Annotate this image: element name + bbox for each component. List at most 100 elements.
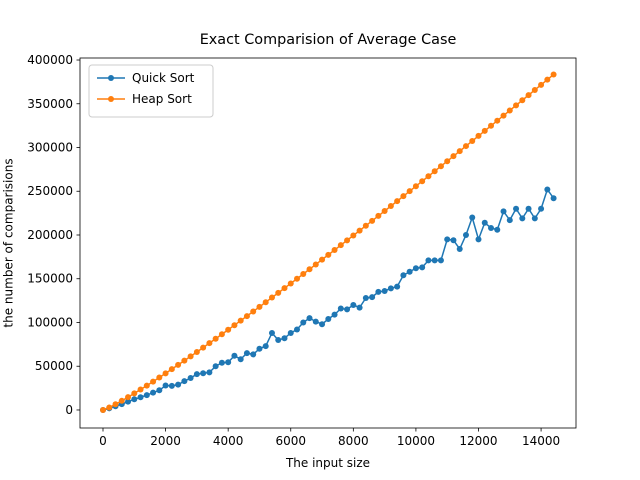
data-point: [137, 386, 144, 393]
data-point: [350, 232, 357, 239]
data-point: [437, 257, 444, 264]
data-point: [168, 366, 175, 373]
data-point: [162, 370, 169, 377]
data-point: [262, 299, 269, 306]
data-point: [500, 112, 507, 119]
data-point: [175, 361, 182, 368]
data-point: [287, 280, 294, 287]
data-point: [150, 378, 157, 385]
data-point: [469, 137, 476, 144]
data-point: [344, 306, 351, 313]
x-tick-label: 0: [99, 434, 107, 448]
data-point: [550, 71, 557, 78]
data-point: [193, 371, 200, 378]
data-point: [150, 389, 157, 396]
data-point: [531, 215, 538, 222]
data-point: [387, 203, 394, 210]
data-point: [513, 205, 520, 212]
data-point: [137, 394, 144, 401]
data-point: [500, 208, 507, 215]
data-point: [412, 183, 419, 190]
data-point: [550, 195, 557, 202]
x-tick-label: 4000: [213, 434, 244, 448]
data-point: [168, 382, 175, 389]
data-point: [300, 270, 307, 277]
x-tick-label: 12000: [459, 434, 497, 448]
data-point: [268, 329, 275, 336]
x-tick-label: 6000: [275, 434, 306, 448]
data-point: [538, 81, 545, 88]
series-line: [102, 73, 555, 411]
data-point: [250, 308, 257, 315]
data-point: [394, 283, 401, 290]
data-point: [356, 227, 363, 234]
data-point: [431, 168, 438, 175]
data-point: [481, 127, 488, 134]
data-point: [218, 359, 225, 366]
data-point: [381, 207, 388, 214]
data-point: [312, 318, 319, 325]
data-point: [218, 331, 225, 338]
data-point: [281, 285, 288, 292]
data-point: [206, 369, 213, 376]
data-point: [419, 264, 426, 271]
data-point: [494, 226, 501, 233]
y-axis-label: the number of comparisions: [2, 158, 16, 327]
data-point: [425, 173, 432, 180]
y-tick-label: 0: [65, 403, 73, 417]
data-point: [525, 92, 532, 99]
data-point: [225, 326, 232, 333]
data-point: [181, 357, 188, 364]
x-tick-label: 10000: [397, 434, 435, 448]
data-point: [99, 406, 106, 413]
data-point: [193, 348, 200, 355]
data-point: [312, 261, 319, 268]
data-point: [294, 326, 301, 333]
data-point: [212, 335, 219, 342]
data-point: [225, 359, 232, 366]
data-point: [231, 322, 238, 329]
data-point: [494, 117, 501, 124]
data-point: [181, 378, 188, 385]
data-point: [325, 251, 332, 258]
data-point: [200, 344, 207, 351]
data-point: [481, 219, 488, 226]
data-point: [187, 375, 194, 382]
data-point: [450, 237, 457, 244]
legend-marker: [108, 75, 114, 81]
data-point: [206, 340, 213, 347]
data-point: [375, 288, 382, 295]
data-point: [331, 247, 338, 254]
data-point: [356, 304, 363, 311]
data-point: [488, 122, 495, 129]
data-point: [394, 198, 401, 205]
data-point: [275, 289, 282, 296]
data-point: [131, 396, 138, 403]
data-point: [118, 397, 125, 404]
x-tick-label: 2000: [150, 434, 181, 448]
data-point: [519, 215, 526, 222]
data-point: [187, 353, 194, 360]
y-tick-label: 50000: [35, 359, 73, 373]
data-point: [156, 387, 163, 394]
legend-label: Heap Sort: [132, 92, 192, 106]
data-point: [369, 294, 376, 301]
data-point: [256, 345, 263, 352]
data-point: [237, 356, 244, 363]
data-point: [243, 313, 250, 320]
data-point: [300, 319, 307, 326]
data-point: [437, 163, 444, 170]
data-point: [462, 231, 469, 238]
data-point: [325, 315, 332, 322]
data-point: [112, 401, 119, 408]
data-point: [462, 143, 469, 150]
y-tick-label: 300000: [27, 141, 73, 155]
data-point: [456, 148, 463, 155]
data-point: [306, 266, 313, 273]
data-point: [131, 390, 138, 397]
data-point: [143, 392, 150, 399]
data-point: [106, 404, 113, 411]
data-point: [156, 374, 163, 381]
data-point: [538, 205, 545, 212]
